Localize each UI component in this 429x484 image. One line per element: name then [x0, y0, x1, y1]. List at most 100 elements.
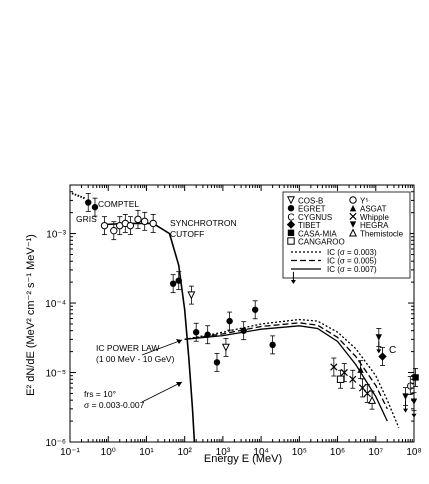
point-cross [330, 363, 338, 371]
point-filled-circle [192, 329, 200, 336]
legend-line-label: IC (σ = 0.007) [327, 265, 377, 274]
point-filled-triangle-down [402, 393, 409, 400]
legend-label: TIBET [298, 221, 321, 230]
upper-limit-arrowhead [290, 279, 296, 284]
pointer-arrowhead [176, 382, 182, 387]
annotation-icpl-2: (1 00 MeV - 10 GeV) [96, 354, 175, 364]
point-open-circle [149, 219, 157, 228]
point-open-circle [126, 221, 135, 230]
point-filled-circle [226, 317, 233, 325]
point-filled-triangle-down [375, 334, 383, 341]
point-open-triangle-down [221, 343, 230, 352]
point-filled-circle [91, 203, 99, 211]
x-tick-label: 10⁻¹ [60, 447, 80, 458]
legend-line-label: IC (σ = 0.005) [327, 257, 377, 266]
legend-marker [348, 228, 358, 237]
annotation-sync-1: SYNCHROTRON [170, 218, 237, 228]
annotation-icpl-1: IC POWER LAW [96, 343, 159, 353]
curve-0 [104, 222, 196, 442]
x-tick-label: 10¹ [139, 447, 154, 458]
point-filled-circle [85, 199, 92, 206]
axes: 10⁻¹ 10⁰ 10¹ 10² 10³ 10⁴ 10⁵ 10⁶ 10⁷ 10⁸ 10⁻⁶ 10⁻⁵ 1… [45, 184, 422, 458]
x-tick-label: 10⁴ [253, 447, 268, 458]
legend-marker [287, 205, 295, 212]
annotation-c-label: C [389, 345, 396, 356]
legend-label: Whipple [360, 213, 389, 222]
point-filled-triangle-down [410, 398, 418, 405]
legend-label: HEGRA [360, 221, 389, 230]
legend-label: COS-B [298, 197, 323, 206]
legend-marker [349, 196, 357, 204]
x-tick-label: 10⁷ [368, 447, 383, 458]
legend-marker [349, 205, 357, 212]
point-open-circle [110, 226, 118, 235]
annotation-frs-2: σ = 0.003-0.007 [84, 400, 145, 410]
x-tick-label: 10⁸ [406, 447, 421, 458]
upper-limit-arrowhead [376, 349, 382, 354]
y-tick-label: 10⁻⁶ [45, 438, 66, 449]
annotation-comptel: COMPTEL [98, 199, 139, 209]
curve-3 [184, 325, 388, 422]
point-open-triangle-up [368, 395, 377, 404]
legend-marker: C [287, 212, 294, 223]
point-filled-circle [213, 359, 221, 366]
point-open-circle [100, 221, 109, 230]
point-filled-circle [240, 327, 247, 334]
gris-dots [71, 192, 86, 200]
legend-label: CYGNUS [298, 213, 332, 222]
point-open-circle [134, 215, 142, 224]
legend-label: Y⁵ [360, 197, 369, 206]
annotation-sync-2: CUTOFF [170, 229, 204, 239]
legend-line-label: IC (σ = 0.003) [327, 248, 377, 257]
pointer-arrowhead [176, 339, 182, 344]
legend-box [282, 191, 411, 279]
legend-label: CANGAROO [298, 238, 345, 247]
point-filled-circle [204, 331, 211, 338]
upper-limit-arrowhead [411, 413, 417, 418]
point-filled-circle [175, 277, 182, 284]
legend-marker [287, 237, 295, 245]
point-open-circle [140, 217, 149, 226]
y-tick-label: 10⁻³ [46, 230, 66, 241]
x-tick-label: 10² [177, 447, 192, 458]
legend-marker [286, 220, 296, 229]
legend-label: ASGAT [360, 205, 387, 214]
point-filled-diamond [378, 352, 387, 361]
point-open-triangle-down [187, 291, 196, 300]
legend-label: CASA-MIA [298, 229, 337, 238]
curve-1 [184, 318, 400, 429]
point-open-square [336, 375, 345, 383]
legend-marker [286, 196, 296, 205]
point-cross [363, 389, 371, 398]
point-cross [349, 375, 357, 383]
pointer-line [141, 381, 183, 403]
upper-limit-arrowhead [403, 408, 409, 413]
point-filled-circle [169, 280, 177, 287]
legend-label: EGRET [298, 205, 326, 214]
pointer-line [141, 339, 183, 356]
annotation-frs-1: frs = 10° [84, 389, 116, 399]
y-tick-label: 10⁻⁴ [45, 299, 66, 310]
legend-marker [349, 221, 357, 228]
x-tick-label: 10⁵ [292, 447, 307, 458]
legend-label: Themistocle [360, 229, 404, 238]
annotation-gris: GRIS [76, 214, 97, 224]
x-tick-label: 10³ [216, 447, 231, 458]
point-filled-circle [269, 341, 276, 349]
curve-2 [184, 322, 388, 410]
legend-marker [349, 212, 357, 221]
point-filled-square [412, 374, 419, 381]
data-points: C [85, 193, 419, 412]
curves [71, 192, 400, 442]
x-tick-label: 10⁰ [101, 447, 116, 458]
point-C: C [407, 382, 414, 393]
y-axis-label: E² dN/dE (MeV² cm⁻² s⁻¹ MeV⁻¹) [25, 234, 37, 396]
y-tick-label: 10⁻⁵ [45, 369, 66, 380]
point-filled-triangle-up [357, 366, 364, 373]
x-tick-label: 10⁶ [330, 447, 345, 458]
point-filled-circle [251, 306, 259, 313]
legend-marker [287, 229, 295, 236]
